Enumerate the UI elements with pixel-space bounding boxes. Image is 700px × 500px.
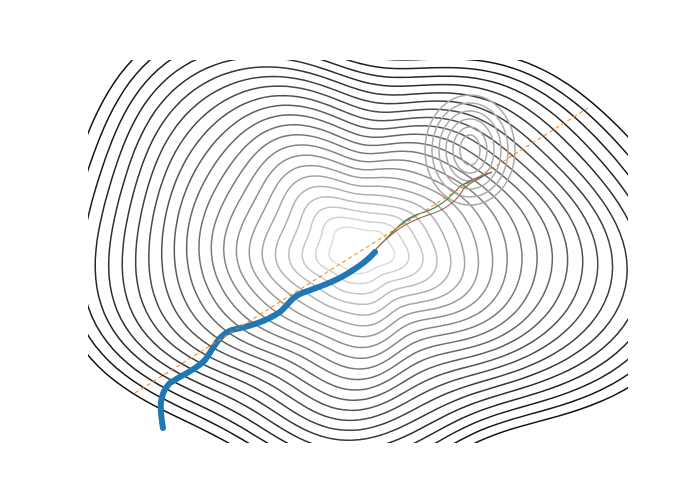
contour-line [314, 216, 410, 285]
contour-line [235, 154, 494, 349]
contour-line [160, 94, 584, 412]
contour-line [198, 123, 538, 381]
contour-line [94, 60, 628, 443]
contour-line [438, 110, 502, 190]
contour-line [88, 60, 628, 443]
contour-line [301, 206, 424, 295]
contour-line [248, 164, 480, 338]
contour-line [328, 226, 396, 275]
paths [134, 107, 589, 431]
contour-line [431, 102, 509, 198]
contour-line [121, 66, 628, 441]
reference-line [134, 107, 589, 394]
contour-line [134, 75, 614, 432]
contour-set [88, 60, 628, 443]
contour-line [148, 85, 599, 422]
contour-line [88, 60, 628, 443]
contour-line [107, 60, 628, 443]
contour-line [222, 144, 508, 360]
contour-line [288, 196, 438, 306]
contour-line [459, 134, 481, 166]
trajectory-main [157, 249, 378, 431]
contour-line [173, 104, 569, 402]
contour-line [261, 175, 466, 327]
contour-line [274, 185, 452, 316]
contour-line [424, 94, 516, 206]
trajectory-thin [371, 171, 493, 254]
contour-line [452, 126, 488, 174]
contour-line [210, 134, 523, 370]
